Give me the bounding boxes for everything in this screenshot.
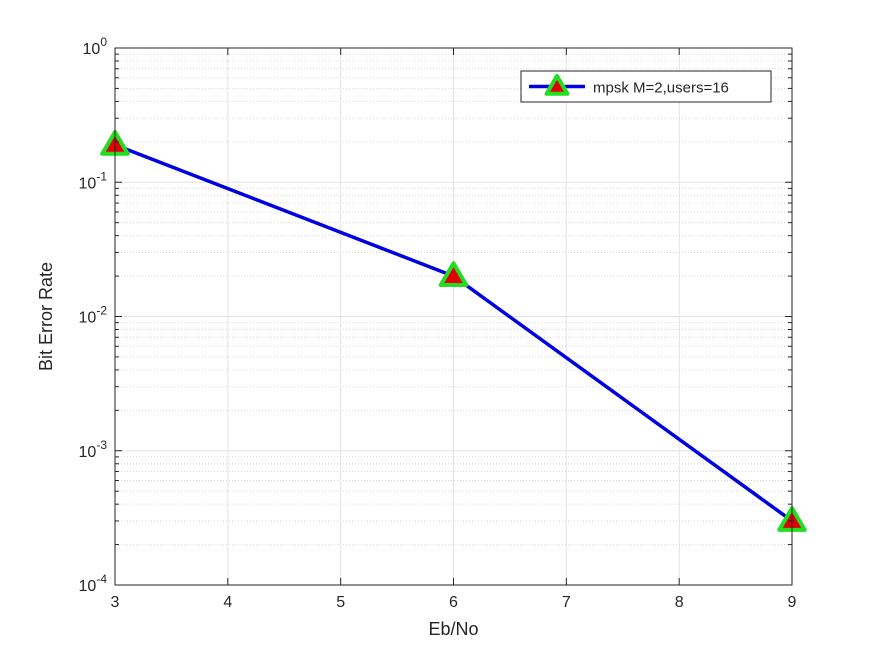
x-tick-label: 8 [675, 594, 684, 611]
y-tick-label-base: 10 [79, 578, 97, 595]
x-tick-label: 6 [449, 594, 458, 611]
y-tick-label: 10-2 [79, 304, 108, 327]
y-tick-label-exponent: 0 [100, 35, 107, 49]
legend-marker [544, 73, 570, 96]
y-tick-label: 10-4 [79, 572, 108, 595]
y-tick-label-exponent: -3 [96, 438, 107, 452]
legend: mpsk M=2,users=16 [520, 70, 772, 103]
y-tick-label-base: 10 [79, 310, 97, 327]
y-tick-label-exponent: -4 [96, 572, 107, 586]
y-axis-label: Bit Error Rate [36, 262, 56, 371]
y-tick-label: 10-1 [79, 169, 108, 192]
legend-label: mpsk M=2,users=16 [593, 80, 729, 97]
x-tick-label: 9 [788, 594, 797, 611]
y-tick-label-exponent: -1 [96, 169, 107, 183]
x-axis-label: Eb/No [428, 619, 478, 639]
x-tick-label: 4 [223, 594, 232, 611]
y-tick-label-base: 10 [79, 444, 97, 461]
y-tick-label: 100 [83, 35, 108, 58]
data-point-marker [438, 261, 469, 287]
x-tick-label: 5 [336, 594, 345, 611]
x-tick-label: 7 [562, 594, 571, 611]
y-tick-label-base: 10 [83, 41, 101, 58]
y-tick-label: 10-3 [79, 438, 108, 461]
y-tick-label-base: 10 [79, 175, 97, 192]
x-tick-label: 3 [111, 594, 120, 611]
y-tick-label-exponent: -2 [96, 304, 107, 318]
